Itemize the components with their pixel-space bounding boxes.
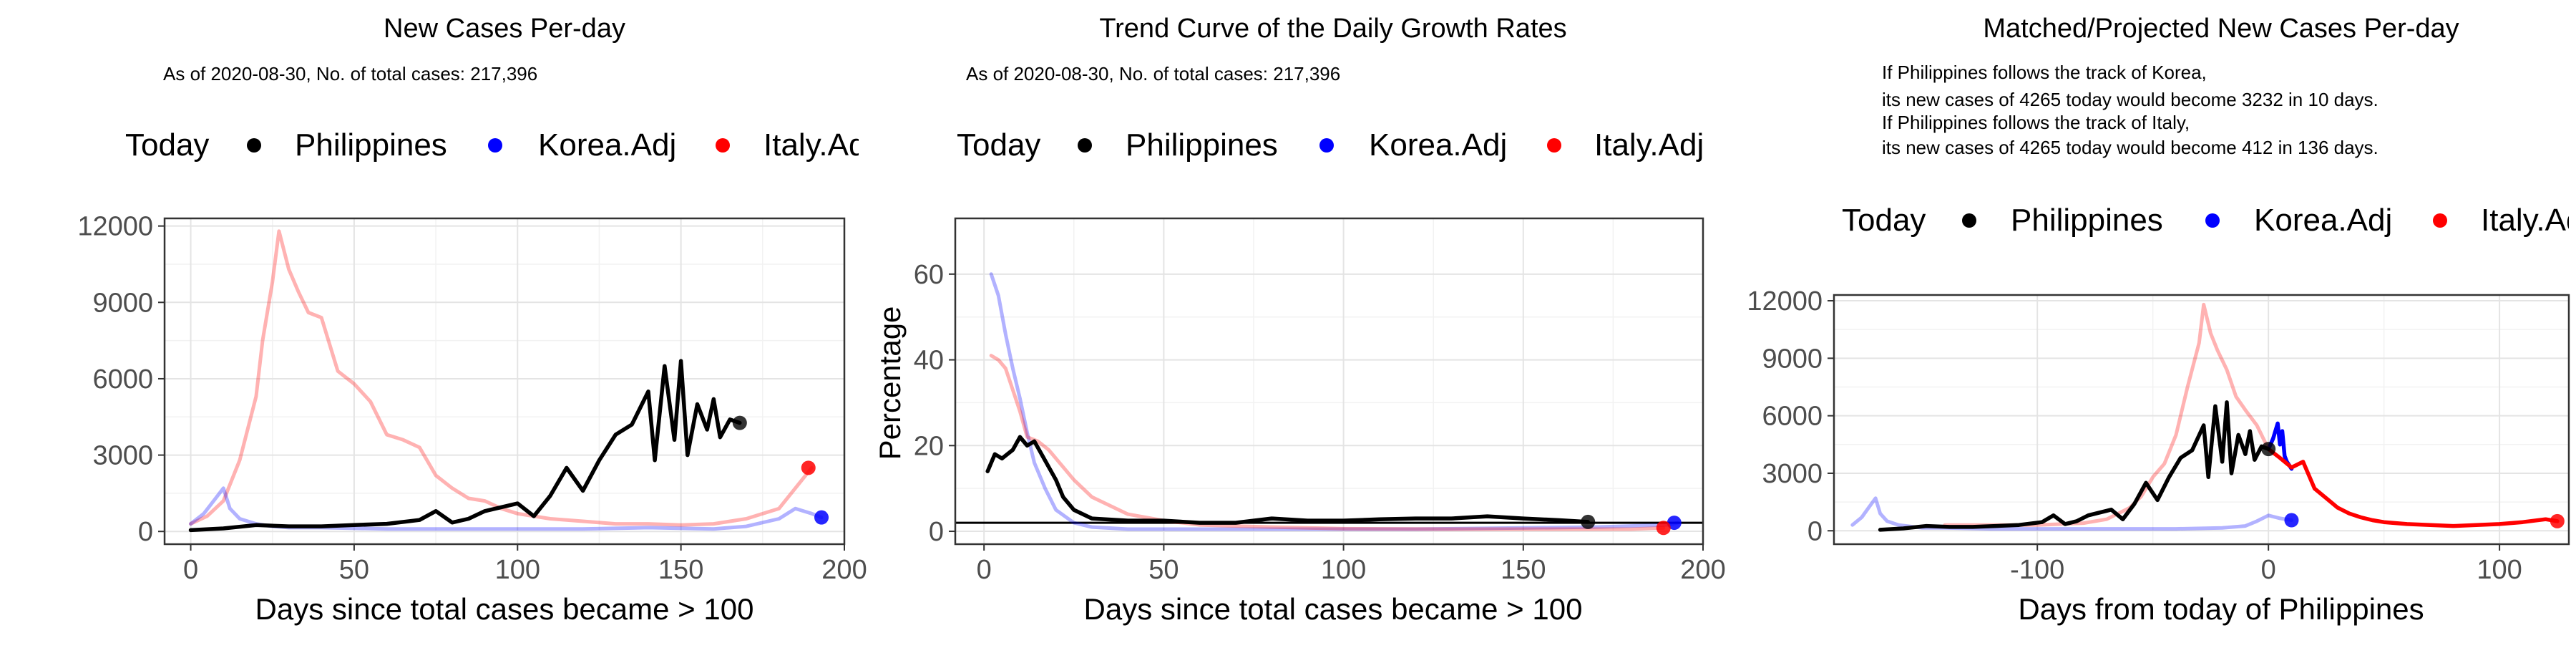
annotation-line: its new cases of 4265 today would become… — [1882, 89, 2379, 110]
y-tick-label: 3000 — [92, 441, 153, 471]
plot-area: 0 50 100 150 200 0 20 40 60 — [914, 217, 1726, 585]
legend-key-philippines — [1962, 213, 1976, 228]
legend-today-label: Today — [125, 127, 209, 163]
legend-key-korea — [488, 138, 502, 153]
y-tick-label: 9000 — [1762, 344, 1823, 374]
today-point-italy-adj — [801, 460, 816, 475]
today-point-korea-adj — [1667, 516, 1682, 531]
x-tick-label: 0 — [183, 555, 198, 585]
legend-today-label: Today — [1842, 203, 1926, 238]
y-tick-label: 6000 — [1762, 402, 1823, 432]
legend-clip-mask — [2569, 190, 2576, 247]
series-line-philippines — [1878, 400, 2270, 532]
y-tick-label: 0 — [138, 517, 153, 547]
x-tick-label: 50 — [1148, 555, 1179, 585]
today-point-korea-adj — [814, 510, 829, 525]
y-tick-label: 9000 — [92, 288, 153, 318]
y-tick-label: 3000 — [1762, 459, 1823, 489]
chart-title: Matched/Projected New Cases Per-day — [1983, 14, 2459, 44]
legend-label-philippines: Philippines — [2011, 203, 2163, 238]
legend-label-philippines: Philippines — [295, 127, 447, 163]
x-tick-label: 100 — [1321, 555, 1366, 585]
legend-label-korea: Korea.Adj — [2254, 203, 2392, 238]
plot-area: 0 50 100 150 200 0 3000 6000 9000 12000 — [77, 212, 867, 585]
today-point-italy-adj — [2550, 513, 2565, 528]
y-axis-title: Percentage — [873, 306, 907, 460]
series-line-korea-adj — [189, 486, 824, 531]
x-axis-title: Days since total cases became > 100 — [255, 592, 754, 626]
chart-subtitle: As of 2020-08-30, No. of total cases: 21… — [163, 63, 537, 84]
x-axis-title: Days from today of Philippines — [2018, 592, 2424, 626]
series-line-italy-adj-history — [1943, 302, 2270, 527]
annotation-line: If Philippines follows the track of Kore… — [1882, 62, 2207, 83]
legend-today-label: Today — [957, 127, 1040, 163]
series-line-italy-adj — [989, 354, 1666, 531]
legend-key-korea — [1319, 138, 1334, 153]
legend-key-italy — [716, 138, 730, 153]
panel-new-cases: New Cases Per-day As of 2020-08-30, No. … — [77, 14, 912, 626]
series-line-italy-adj-projection — [2266, 447, 2560, 528]
legend: Today Philippines Korea.Adj Italy.Adj — [125, 127, 873, 163]
annotation-line: its new cases of 4265 today would become… — [1882, 137, 2379, 158]
legend-label-philippines: Philippines — [1126, 127, 1278, 163]
y-tick-label: 20 — [914, 431, 944, 461]
legend-key-italy — [2433, 213, 2447, 228]
legend-key-italy — [1547, 138, 1561, 153]
x-tick-label: 50 — [339, 555, 369, 585]
legend-label-italy: Italy.Adj — [2481, 203, 2576, 238]
panel-border — [1833, 294, 2570, 546]
plot-area: -100 0 100 0 3000 6000 9000 12000 — [1747, 286, 2570, 585]
series-line-italy-adj — [189, 229, 814, 527]
legend-key-philippines — [247, 138, 261, 153]
panel-growth-rates: Trend Curve of the Daily Growth Rates As… — [873, 14, 1726, 626]
annotation-line: If Philippines follows the track of Ital… — [1882, 112, 2190, 133]
y-tick-label: 12000 — [1747, 286, 1823, 316]
series-line-korea-adj — [989, 272, 1680, 531]
chart-title: New Cases Per-day — [384, 14, 625, 44]
panel-projected: Matched/Projected New Cases Per-day If P… — [1747, 14, 2576, 626]
y-tick-label: 40 — [914, 346, 944, 376]
today-point-korea-adj — [2284, 513, 2299, 528]
panel-border — [954, 217, 1704, 546]
x-tick-label: 200 — [1680, 555, 1725, 585]
y-tick-label: 0 — [1807, 516, 1823, 546]
x-tick-label: 150 — [1501, 555, 1546, 585]
x-tick-label: 100 — [495, 555, 540, 585]
today-point-philippines — [1581, 514, 1596, 529]
x-tick-label: 0 — [2261, 555, 2276, 585]
x-tick-label: 100 — [2477, 555, 2522, 585]
x-axis-title: Days since total cases became > 100 — [1084, 592, 1583, 626]
x-tick-label: 150 — [658, 555, 703, 585]
chart-subtitle: As of 2020-08-30, No. of total cases: 21… — [966, 63, 1340, 84]
series-line-philippines — [188, 359, 742, 533]
legend: Today Philippines Korea.Adj Italy.Adj — [1842, 203, 2576, 238]
chart-title: Trend Curve of the Daily Growth Rates — [1099, 14, 1566, 44]
x-tick-label: 200 — [821, 555, 867, 585]
x-tick-label: -100 — [2010, 555, 2064, 585]
legend-key-korea — [2205, 213, 2220, 228]
x-tick-label: 0 — [977, 555, 992, 585]
y-tick-label: 6000 — [92, 364, 153, 395]
y-tick-label: 0 — [929, 517, 944, 547]
legend-key-philippines — [1078, 138, 1092, 153]
today-point-philippines — [732, 415, 747, 430]
legend: Today Philippines Korea.Adj Italy.Adj — [957, 127, 1704, 163]
panel-border — [163, 217, 846, 546]
y-tick-label: 12000 — [77, 212, 153, 242]
legend-label-korea: Korea.Adj — [1369, 127, 1507, 163]
projection-annotations: If Philippines follows the track of Kore… — [1882, 62, 2379, 158]
series-line-korea-adj-history — [1850, 496, 2293, 531]
y-tick-label: 60 — [914, 260, 944, 290]
legend-label-italy: Italy.Adj — [1594, 127, 1704, 163]
legend-label-italy: Italy.Adj — [763, 127, 873, 163]
today-point-italy-adj — [1656, 521, 1671, 536]
legend-clip-mask — [859, 115, 912, 172]
today-point-philippines — [2261, 442, 2276, 457]
series-line-philippines — [985, 435, 1590, 525]
legend-label-korea: Korea.Adj — [538, 127, 676, 163]
